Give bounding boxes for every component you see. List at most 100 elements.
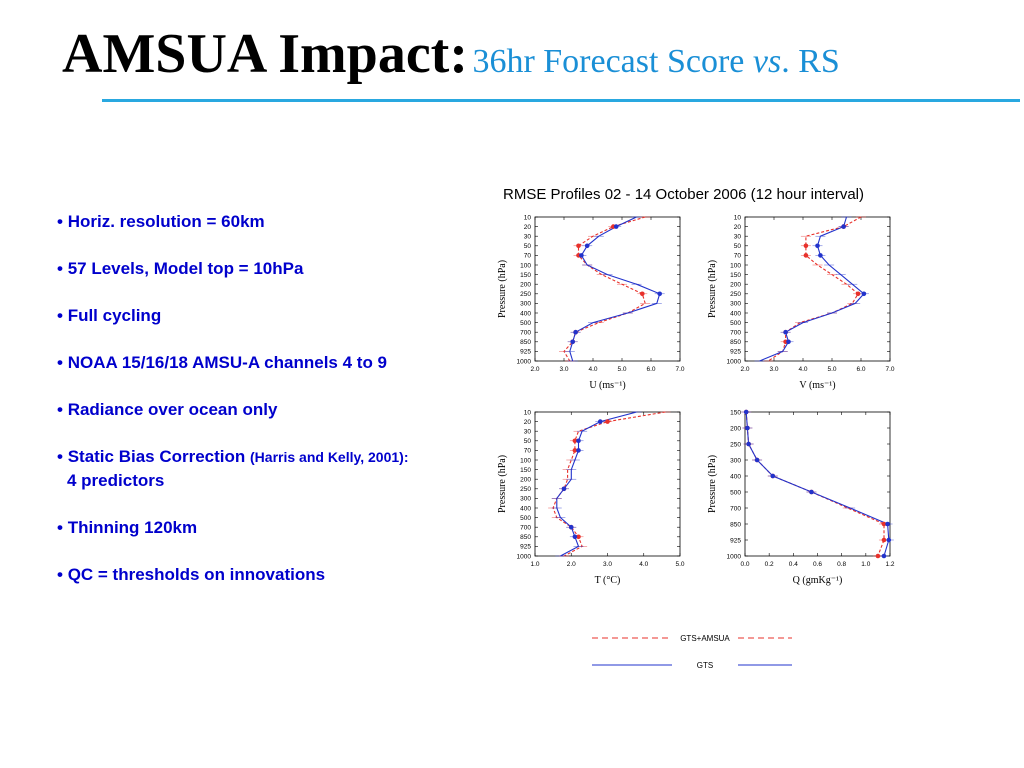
data-point <box>855 291 861 297</box>
x-axis-label: V (ms⁻¹) <box>799 380 835 391</box>
data-point <box>745 425 750 431</box>
y-tick-label: 925 <box>730 349 741 356</box>
data-point <box>572 438 578 444</box>
data-point <box>746 441 751 447</box>
y-tick-label: 400 <box>520 310 531 317</box>
x-tick-label: 5.0 <box>675 561 684 568</box>
x-tick-label: 2.0 <box>530 366 539 373</box>
y-tick-label: 925 <box>520 349 531 356</box>
y-tick-label: 50 <box>524 438 532 445</box>
bullet-text: QC = thresholds on innovations <box>67 565 326 584</box>
data-point <box>605 419 610 424</box>
bullet-item: • QC = thresholds on innovations <box>57 565 326 584</box>
data-point <box>770 473 776 479</box>
y-tick-label: 30 <box>524 429 532 436</box>
data-point <box>881 553 887 559</box>
y-tick-label: 70 <box>524 253 532 260</box>
chart-u-wind: 10 20 30 50 70 100 150 200 250 300 400 500 700 850 925… <box>497 214 685 391</box>
x-tick-label: 7.0 <box>885 366 894 373</box>
data-point <box>573 329 578 335</box>
y-tick-label: 925 <box>520 544 531 551</box>
slide-title-sub-vs: vs <box>752 43 782 80</box>
y-tick-label: 250 <box>520 486 531 493</box>
x-tick-label: 6.0 <box>856 366 865 373</box>
x-tick-label: 6.0 <box>646 366 655 373</box>
bullet-item: • Horiz. resolution = 60km <box>57 212 265 231</box>
x-tick-label: 5.0 <box>827 366 836 373</box>
y-tick-label: 500 <box>730 320 741 327</box>
y-tick-label: 700 <box>730 505 741 512</box>
data-point <box>786 339 791 345</box>
legend-label: GTS+AMSUA <box>680 634 730 643</box>
y-tick-label: 200 <box>520 477 531 484</box>
series-line-gts-amsua <box>745 411 885 557</box>
x-tick-label: 3.0 <box>603 561 612 568</box>
data-point <box>584 243 590 249</box>
data-point <box>841 224 846 229</box>
bullet-text: Full cycling <box>67 306 162 325</box>
bullet-text: Horiz. resolution = 60km <box>67 212 265 231</box>
data-point <box>570 339 575 345</box>
y-tick-label: 150 <box>730 272 741 279</box>
data-point <box>881 537 887 543</box>
y-tick-label: 150 <box>520 272 531 279</box>
x-axis-label: T (°C) <box>595 575 621 586</box>
bullet-text: Radiance over ocean only <box>67 400 278 419</box>
legend-label: GTS <box>697 661 713 670</box>
y-tick-label: 30 <box>524 234 532 241</box>
series-line-gts-amsua <box>563 216 646 362</box>
y-tick-label: 150 <box>520 467 531 474</box>
x-tick-label: 0.0 <box>740 561 749 568</box>
y-tick-label: 100 <box>520 457 531 464</box>
y-tick-label: 50 <box>524 243 532 250</box>
y-tick-label: 100 <box>730 262 741 269</box>
data-point <box>881 521 887 527</box>
plot-frame <box>534 411 681 557</box>
y-tick-label: 100 <box>520 262 531 269</box>
plot-frame <box>744 216 891 362</box>
chart-legend: GTS+AMSUA GTS <box>592 634 792 670</box>
series-line-gts-amsua <box>767 216 862 362</box>
y-tick-label: 300 <box>520 301 531 308</box>
x-tick-label: 3.0 <box>559 366 568 373</box>
y-tick-label: 20 <box>524 419 532 426</box>
x-tick-label: 0.4 <box>789 561 798 568</box>
y-tick-label: 850 <box>730 339 741 346</box>
x-tick-label: 1.2 <box>885 561 894 568</box>
y-tick-label: 10 <box>734 214 742 221</box>
y-tick-label: 200 <box>730 425 741 432</box>
bullet-text: 57 Levels, Model top = 10hPa <box>67 259 304 278</box>
data-point <box>561 486 567 492</box>
y-tick-label: 500 <box>520 320 531 327</box>
plot-frame <box>744 411 891 557</box>
data-point <box>572 534 578 540</box>
y-tick-label: 70 <box>524 448 532 455</box>
x-tick-label: 2.0 <box>740 366 749 373</box>
y-tick-label: 20 <box>524 224 532 231</box>
chart-v-wind: 10 20 30 50 70 100 150 200 250 300 400 500 700 850 925… <box>707 214 895 391</box>
y-tick-label: 1000 <box>517 358 532 365</box>
x-axis-label: Q (gmKg⁻¹) <box>793 575 843 586</box>
series-line-gts <box>569 216 661 362</box>
y-tick-label: 300 <box>730 457 741 464</box>
y-tick-label: 700 <box>730 330 741 337</box>
data-point <box>885 521 890 527</box>
y-tick-label: 400 <box>520 505 531 512</box>
bullet-continuation: 4 predictors <box>67 471 165 490</box>
data-point <box>815 243 820 249</box>
data-point <box>640 291 645 297</box>
y-tick-label: 70 <box>734 253 742 260</box>
y-tick-label: 50 <box>734 243 742 250</box>
y-tick-label: 200 <box>520 282 531 289</box>
bullet-citation: (Harris and Kelly, 2001): <box>250 449 409 465</box>
y-tick-label: 500 <box>520 515 531 522</box>
y-tick-label: 700 <box>520 330 531 337</box>
data-point <box>568 524 574 530</box>
bullet-item: • NOAA 15/16/18 AMSU-A channels 4 to 9 <box>57 353 388 372</box>
series-line-gts-amsua <box>552 411 666 557</box>
figure-title: RMSE Profiles 02 - 14 October 2006 (12 h… <box>503 186 865 203</box>
y-tick-label: 30 <box>734 234 742 241</box>
y-tick-label: 250 <box>520 291 531 298</box>
data-point <box>861 291 867 297</box>
